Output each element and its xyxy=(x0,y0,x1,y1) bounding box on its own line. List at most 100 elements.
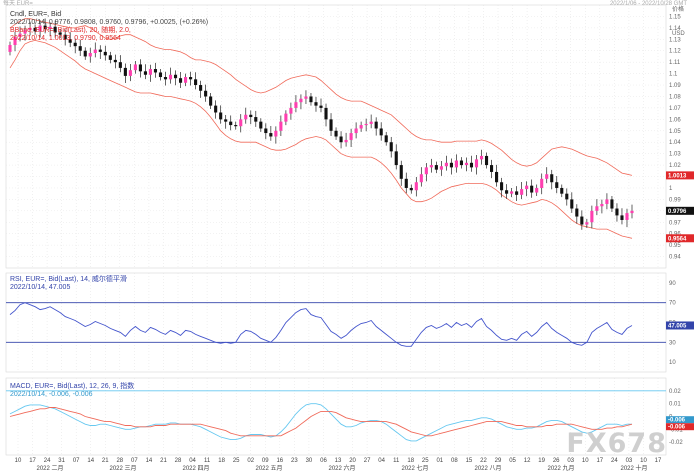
candle-body xyxy=(43,25,47,30)
window-title: 每天 EUR= xyxy=(3,1,33,7)
x-tick-month: 2022 十月 xyxy=(620,464,647,472)
x-tick-day: 31 xyxy=(58,458,65,464)
candle-body xyxy=(520,189,524,195)
x-tick-day: 19 xyxy=(538,458,545,464)
candle-body xyxy=(314,102,318,106)
candle-body xyxy=(294,102,298,108)
signal-line xyxy=(9,407,633,437)
x-tick-day: 04 xyxy=(189,458,196,464)
watermark-logo: FX678 xyxy=(566,428,667,459)
rsi-y-tick: 30 xyxy=(669,340,676,346)
x-tick-month: 2022 六月 xyxy=(328,464,355,472)
x-tick-day: 26 xyxy=(553,458,560,464)
bband-legend-line1: BBand, EUR=, Bid(Last), 20, 随期, 2.0, xyxy=(10,27,131,34)
x-tick-day: 10 xyxy=(582,458,589,464)
x-tick-day: 12 xyxy=(524,458,531,464)
candle-body xyxy=(489,165,494,172)
candle-body xyxy=(545,174,549,179)
x-tick-day: 07 xyxy=(131,458,138,464)
candle-body xyxy=(128,70,132,76)
candle-body xyxy=(113,59,117,63)
candle-body xyxy=(399,165,403,179)
x-tick-day: 16 xyxy=(276,458,283,464)
x-tick-day: 07 xyxy=(73,458,80,464)
rsi-y-tick: 90 xyxy=(669,281,676,287)
candle-body xyxy=(93,49,97,54)
candle-body xyxy=(8,45,12,52)
candle-body xyxy=(540,178,544,188)
candle-body xyxy=(138,64,142,72)
last-price-tag-bg xyxy=(666,206,694,215)
x-tick-day: 05 xyxy=(509,458,516,464)
price-y-tick: 1.11 xyxy=(669,60,681,66)
candle-body xyxy=(590,210,594,223)
candle-body xyxy=(209,96,213,106)
x-tick-month: 2022 五月 xyxy=(255,465,282,472)
candle-body xyxy=(364,123,368,126)
candle-body xyxy=(158,72,163,78)
candle-body xyxy=(239,119,243,127)
candle-body xyxy=(505,190,509,194)
candle-body xyxy=(289,107,293,114)
candle-body xyxy=(630,210,634,214)
price-y-tick: 1.03 xyxy=(669,152,681,158)
x-tick-day: 30 xyxy=(306,458,313,464)
date-range: 2022/1/06 - 2022/10/28 GMT xyxy=(609,1,687,7)
candle-body xyxy=(620,215,624,220)
candle-body xyxy=(344,139,348,143)
candle-body xyxy=(535,187,539,193)
candle-body xyxy=(173,74,178,79)
candle-body xyxy=(78,46,82,51)
x-tick-day: 23 xyxy=(291,458,298,464)
candle-body xyxy=(194,79,198,86)
rsi-y-tick: 70 xyxy=(669,301,676,307)
candle-body xyxy=(454,160,458,168)
candle-body xyxy=(484,155,489,166)
upper-band-tag-bg xyxy=(666,171,694,180)
candle-body xyxy=(254,117,258,122)
macd-y-tick: -0.02 xyxy=(669,440,683,446)
candle-body xyxy=(434,165,438,170)
candle-body xyxy=(284,113,288,122)
rsi-last-tag: 47.005 xyxy=(668,324,687,330)
candle-body xyxy=(525,185,529,190)
price-y-tick: 1.05 xyxy=(669,129,681,135)
macd-legend-line1: MACD, EUR=, Bid(Last), 12, 26, 9, 指数 xyxy=(10,383,135,390)
lower-band-tag: 0.9564 xyxy=(668,236,687,242)
candle-body xyxy=(585,222,589,225)
signal-tag-bg xyxy=(666,423,694,431)
candle-body xyxy=(219,112,223,120)
candle-body xyxy=(269,133,273,137)
candle-body xyxy=(88,53,92,57)
x-tick-day: 14 xyxy=(146,458,153,464)
candle-body xyxy=(33,27,37,32)
candle-body xyxy=(394,151,398,166)
candle-body xyxy=(424,167,428,175)
candle-body xyxy=(214,105,218,113)
price-y-tick: 1.02 xyxy=(669,163,681,169)
candle-body xyxy=(384,135,388,143)
x-tick-day: 21 xyxy=(160,458,167,464)
bband-upper-line xyxy=(9,18,633,176)
candle-body xyxy=(83,50,87,57)
candle-body xyxy=(264,128,268,134)
x-tick-day: 17 xyxy=(596,458,603,464)
candle-body xyxy=(439,166,443,170)
candle-body xyxy=(178,78,183,83)
candle-body xyxy=(575,208,579,217)
candle-body xyxy=(148,69,153,75)
candle-body xyxy=(153,69,158,73)
candle-body xyxy=(23,30,27,34)
candle-body xyxy=(530,185,534,193)
candle-body xyxy=(459,160,464,166)
price-y-tick: 1.07 xyxy=(669,106,681,112)
candle-body xyxy=(304,96,308,99)
x-tick-day: 13 xyxy=(335,458,342,464)
candle-body xyxy=(133,64,137,71)
candle-body xyxy=(495,171,499,183)
x-tick-day: 28 xyxy=(116,458,123,464)
candle-body xyxy=(565,193,569,200)
candle-body xyxy=(259,121,263,129)
candle-body xyxy=(108,55,112,60)
